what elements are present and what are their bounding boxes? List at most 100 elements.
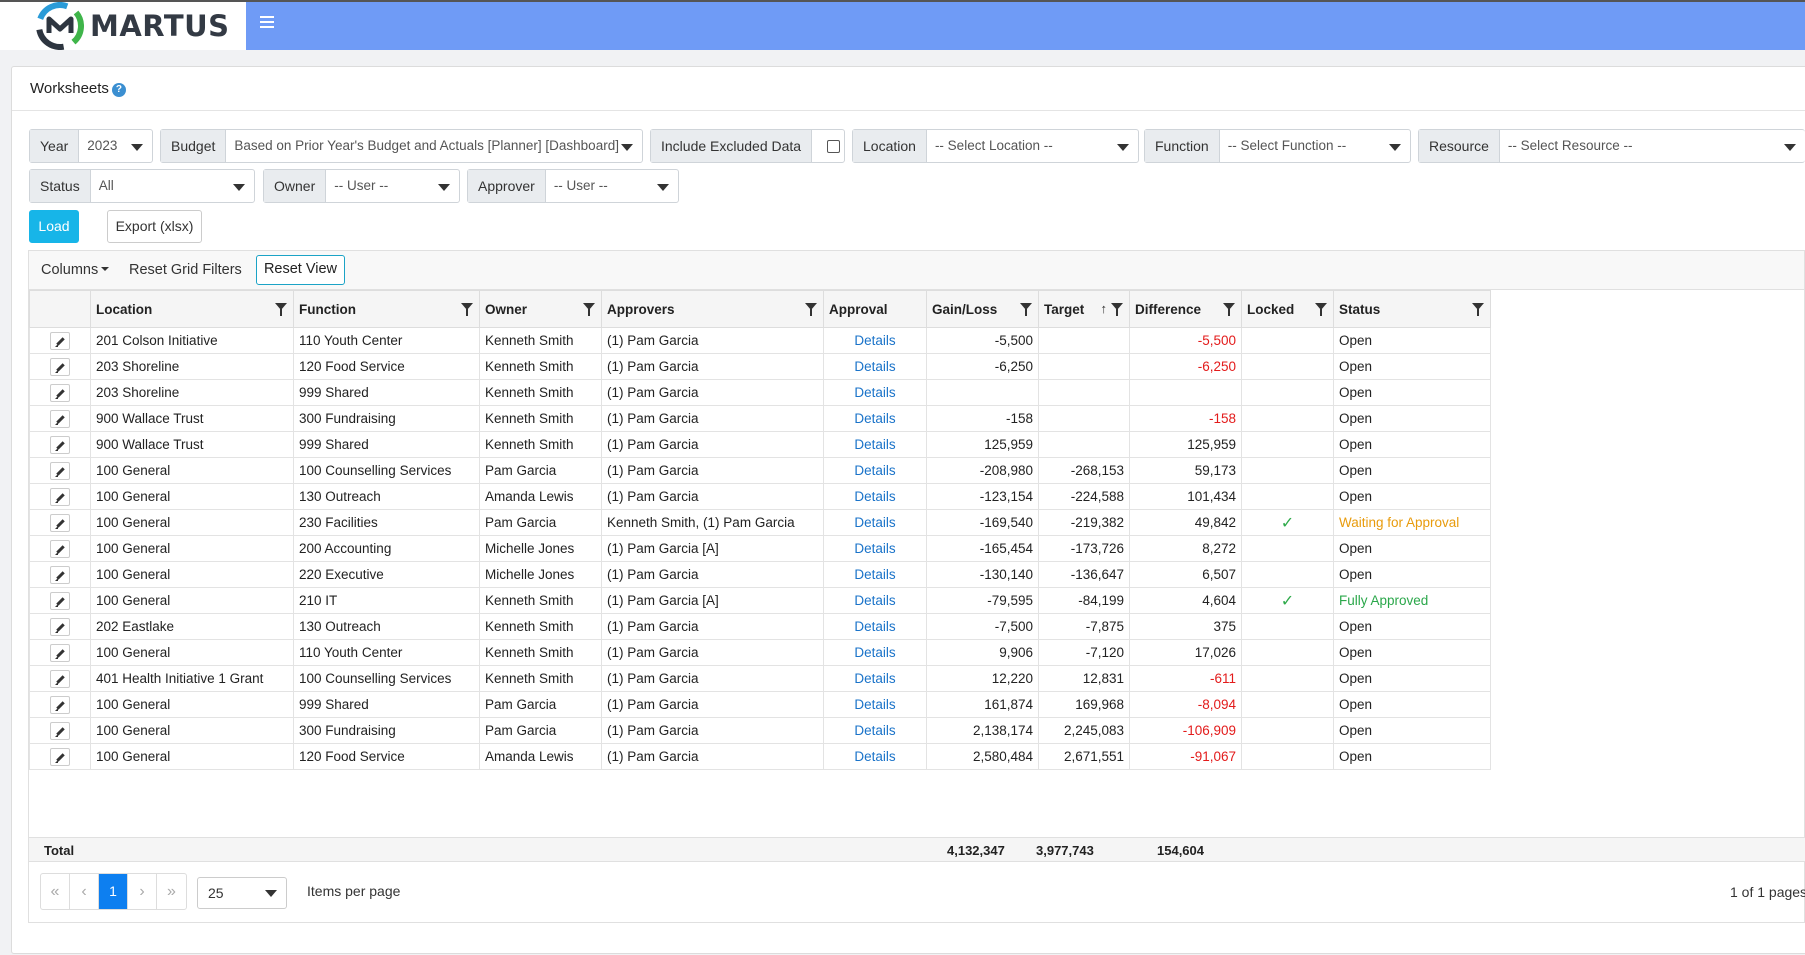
columns-menu[interactable]: Columns <box>41 251 110 289</box>
gain-loss-cell: 2,580,484 <box>926 743 1039 770</box>
pencil-icon[interactable] <box>50 513 70 532</box>
first-page-button[interactable]: « <box>41 874 70 909</box>
table-row: 100 General 300 Fundraising Pam Garcia (1) … <box>29 717 1491 744</box>
locked-cell <box>1241 353 1334 380</box>
details-link[interactable]: Details <box>823 379 927 406</box>
pencil-icon[interactable] <box>50 487 70 506</box>
owner-cell: Kenneth Smith <box>479 379 602 406</box>
last-page-button[interactable]: » <box>167 883 176 900</box>
help-icon[interactable]: ? <box>111 83 126 97</box>
pencil-icon[interactable] <box>50 383 70 402</box>
pencil-icon[interactable] <box>50 747 70 766</box>
header-label: Approvers <box>607 301 675 317</box>
details-link[interactable]: Details <box>823 327 927 354</box>
column-header-owner[interactable]: Owner <box>479 290 602 328</box>
filter-icon[interactable] <box>1315 303 1327 316</box>
locked-cell <box>1241 717 1334 744</box>
reset-grid-filters-button[interactable]: Reset Grid Filters <box>129 262 242 278</box>
pencil-icon[interactable] <box>50 695 70 714</box>
gain-loss-cell: -5,500 <box>926 327 1039 354</box>
function-select[interactable]: -- Select Function -- <box>1220 130 1410 162</box>
reset-view-button[interactable]: Reset View <box>256 255 345 285</box>
owner-select[interactable]: -- User -- <box>326 170 459 202</box>
status-select[interactable]: All <box>91 170 254 202</box>
header-label: Gain/Loss <box>932 301 998 317</box>
details-link[interactable]: Details <box>823 587 927 614</box>
budget-select[interactable]: Based on Prior Year's Budget and Actuals… <box>226 130 642 162</box>
sort-ascending-icon[interactable]: ↑ <box>1100 301 1108 316</box>
column-header-gain-loss[interactable]: Gain/Loss <box>926 290 1039 328</box>
details-link[interactable]: Details <box>823 717 927 744</box>
locked-cell <box>1241 431 1334 458</box>
include-excluded-checkbox[interactable] <box>812 130 844 162</box>
prev-page-button[interactable]: ‹ <box>70 874 99 909</box>
pencil-icon[interactable] <box>50 565 70 584</box>
owner-cell: Pam Garcia <box>479 457 602 484</box>
details-link[interactable]: Details <box>823 665 927 692</box>
pencil-icon[interactable] <box>50 357 70 376</box>
column-header-locked[interactable]: Locked <box>1241 290 1334 328</box>
page-1-button[interactable]: 1 <box>99 874 128 909</box>
pencil-icon[interactable] <box>50 669 70 688</box>
column-header-difference[interactable]: Difference <box>1129 290 1242 328</box>
pencil-icon[interactable] <box>50 461 70 480</box>
column-header-status[interactable]: Status <box>1333 290 1491 328</box>
details-link[interactable]: Details <box>823 639 927 666</box>
owner-filter: Owner -- User -- <box>263 169 460 203</box>
location-select[interactable]: -- Select Location -- <box>927 130 1138 162</box>
pencil-icon[interactable] <box>50 591 70 610</box>
pencil-icon[interactable] <box>50 617 70 636</box>
filter-icon[interactable] <box>1020 303 1032 316</box>
year-select[interactable]: 2023 <box>79 130 152 162</box>
chevron-down-icon <box>131 144 143 151</box>
filter-icon[interactable] <box>461 303 473 316</box>
gain-loss-cell: -208,980 <box>926 457 1039 484</box>
brand-logo[interactable]: MARTUS <box>0 2 246 50</box>
details-link[interactable]: Details <box>823 405 927 432</box>
resource-select[interactable]: -- Select Resource -- <box>1500 130 1805 162</box>
details-link[interactable]: Details <box>823 561 927 588</box>
column-header-location[interactable]: Location <box>90 290 294 328</box>
pencil-icon[interactable] <box>50 643 70 662</box>
pencil-icon[interactable] <box>50 721 70 740</box>
pencil-icon[interactable] <box>50 331 70 350</box>
load-button[interactable]: Load <box>29 210 79 243</box>
column-header-approval[interactable]: Approval <box>823 290 927 328</box>
filter-icon[interactable] <box>805 303 817 316</box>
export-button[interactable]: Export (xlsx) <box>107 210 202 243</box>
pencil-icon[interactable] <box>50 539 70 558</box>
pencil-icon[interactable] <box>50 409 70 428</box>
function-cell: 300 Fundraising <box>293 717 480 744</box>
details-link[interactable]: Details <box>823 353 927 380</box>
filter-icon[interactable] <box>1472 303 1484 316</box>
table-row: 100 General 230 Facilities Pam Garcia Kenne… <box>29 509 1491 536</box>
pencil-icon[interactable] <box>50 435 70 454</box>
difference-cell <box>1129 379 1242 406</box>
details-link[interactable]: Details <box>823 509 927 536</box>
column-header-function[interactable]: Function <box>293 290 480 328</box>
details-link[interactable]: Details <box>823 483 927 510</box>
filter-icon[interactable] <box>583 303 595 316</box>
filter-icon[interactable] <box>1111 303 1123 316</box>
filter-icon[interactable] <box>275 303 287 316</box>
details-link[interactable]: Details <box>823 535 927 562</box>
details-link[interactable]: Details <box>823 691 927 718</box>
menu-icon[interactable] <box>260 16 274 30</box>
next-page-button[interactable]: › <box>128 874 157 909</box>
details-link[interactable]: Details <box>823 613 927 640</box>
page-size-select[interactable]: 25 <box>197 877 287 909</box>
function-cell: 100 Counselling Services <box>293 665 480 692</box>
filter-icon[interactable] <box>1223 303 1235 316</box>
excluded-label: Include Excluded Data <box>651 130 813 162</box>
grid-toolbar: Columns Reset Grid Filters Reset View <box>28 250 1805 289</box>
status-cell: Open <box>1333 691 1491 718</box>
table-row: 203 Shoreline 120 Food Service Kenneth Smi… <box>29 353 1491 380</box>
column-header-target[interactable]: Target ↑ <box>1038 290 1130 328</box>
owner-cell: Amanda Lewis <box>479 483 602 510</box>
details-link[interactable]: Details <box>823 743 927 770</box>
approver-select[interactable]: -- User -- <box>546 170 678 202</box>
status-cell: Open <box>1333 561 1491 588</box>
details-link[interactable]: Details <box>823 431 927 458</box>
column-header-approvers[interactable]: Approvers <box>601 290 824 328</box>
details-link[interactable]: Details <box>823 457 927 484</box>
